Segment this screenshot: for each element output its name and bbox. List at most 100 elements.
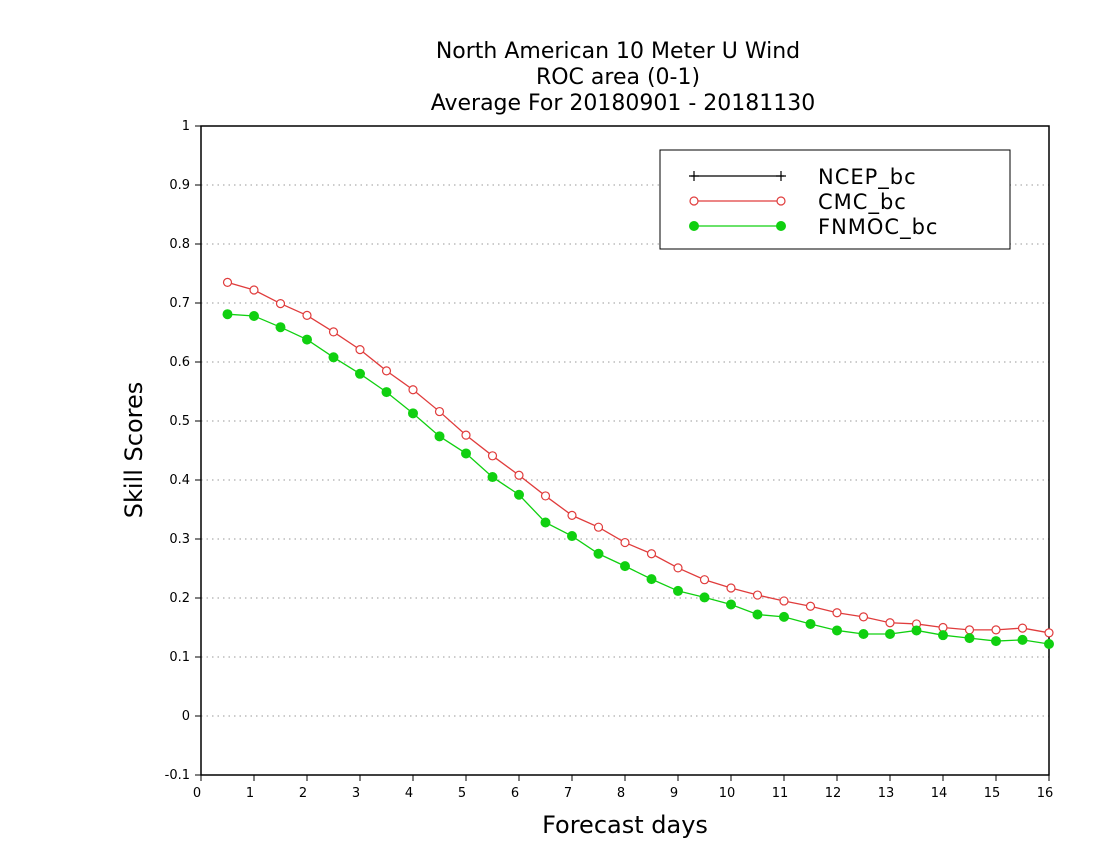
x-tick-label: 15: [984, 786, 1001, 801]
legend-entry-ncep-bc: NCEP_bc: [689, 165, 917, 190]
data-point: [434, 406, 445, 417]
data-point: [1017, 634, 1028, 645]
data-point: [991, 625, 1001, 635]
data-point: [1017, 623, 1028, 633]
gridlines: [201, 184, 1049, 717]
chart-title-line-1: North American 10 Meter U Wind: [436, 39, 800, 64]
y-tick-label: 0: [182, 709, 190, 724]
data-point: [673, 585, 683, 596]
data-point: [832, 608, 842, 618]
data-point: [567, 531, 577, 542]
data-point: [832, 625, 842, 636]
data-point: [381, 387, 392, 398]
x-tick-label: 9: [670, 786, 678, 801]
y-tick-label: 0.1: [169, 650, 190, 665]
y-tick-label: 0.3: [169, 532, 190, 547]
data-point: [699, 592, 710, 603]
data-point: [514, 489, 524, 500]
data-point: [1044, 639, 1054, 650]
data-point: [461, 430, 471, 440]
x-tick-label: 0: [193, 786, 201, 801]
data-point: [858, 628, 869, 639]
x-tick-label: 2: [299, 786, 307, 801]
data-point: [434, 431, 445, 442]
data-point: [593, 522, 604, 532]
legend-marker: [776, 171, 786, 181]
x-tick-label: 16: [1037, 786, 1054, 801]
y-tick-labels: -0.1 0 0.1 0.2 0.3 0.4 0.5 0.6 0.7 0.8 0.9 1: [165, 119, 190, 783]
data-point: [779, 596, 789, 606]
data-point: [461, 448, 471, 459]
data-point: [302, 310, 312, 320]
data-point: [302, 334, 312, 345]
x-axis-label: Forecast days: [542, 811, 708, 839]
x-tick-label: 10: [719, 786, 736, 801]
legend-box: [659, 149, 1011, 250]
data-point: [381, 366, 392, 376]
data-point: [249, 285, 259, 295]
data-point: [646, 549, 657, 559]
data-point: [540, 517, 551, 528]
data-point: [408, 408, 418, 419]
x-tick-label: 8: [617, 786, 625, 801]
data-point: [699, 575, 710, 585]
y-tick-label: 0.8: [169, 237, 190, 252]
data-point: [991, 636, 1001, 647]
data-point: [275, 322, 286, 333]
data-point: [858, 612, 869, 622]
y-tick-label: 1: [182, 119, 190, 134]
data-point: [779, 611, 789, 622]
data-point: [355, 368, 365, 379]
data-point: [726, 599, 736, 610]
data-point: [620, 561, 630, 572]
data-point: [620, 537, 630, 548]
x-tick-label: 7: [564, 786, 572, 801]
data-point: [964, 633, 975, 644]
data-point: [911, 625, 922, 636]
y-tick-label: 0.4: [169, 473, 190, 488]
legend-marker: [776, 221, 786, 231]
data-point: [328, 352, 339, 363]
x-tick-label: 6: [511, 786, 519, 801]
data-point: [1044, 628, 1054, 638]
data-point: [805, 618, 816, 629]
x-tick-label: 11: [772, 786, 789, 801]
legend-label: NCEP_bc: [818, 165, 917, 190]
series-line: [227, 313, 1050, 645]
series-fnmoc-bc: [222, 309, 1054, 650]
data-point: [964, 625, 975, 635]
legend-marker: [689, 221, 699, 231]
data-point: [805, 601, 816, 611]
chart-title: North American 10 Meter U Wind ROC area …: [431, 39, 816, 116]
legend-marker: [776, 196, 786, 206]
legend-label: CMC_bc: [818, 190, 907, 215]
y-tick-label: 0.7: [169, 296, 190, 311]
data-point: [885, 618, 895, 628]
legend-entry-fnmoc-bc: FNMOC_bc: [689, 215, 937, 240]
data-point: [726, 583, 736, 593]
chart-title-line-2: ROC area (0-1): [536, 65, 700, 90]
data-point: [885, 628, 895, 639]
y-tick-label: 0.6: [169, 355, 190, 370]
data-point: [593, 548, 604, 559]
series-line: [227, 281, 1050, 634]
x-tick-label: 14: [931, 786, 948, 801]
data-point: [222, 309, 233, 320]
x-tick-label: 1: [246, 786, 254, 801]
series-lines: [222, 277, 1054, 650]
data-point: [222, 277, 233, 287]
legend-entry-cmc-bc: CMC_bc: [689, 190, 907, 215]
data-point: [487, 451, 498, 461]
y-tick-label: 0.5: [169, 414, 190, 429]
x-tick-label: 5: [458, 786, 466, 801]
data-point: [408, 385, 418, 395]
y-tick-label: -0.1: [165, 768, 190, 783]
data-point: [673, 563, 683, 573]
y-tick-label: 0.9: [169, 178, 190, 193]
chart-title-line-3: Average For 20180901 - 20181130: [431, 91, 816, 116]
x-tick-label: 3: [352, 786, 360, 801]
y-tick-label: 0.2: [169, 591, 190, 606]
legend-marker: [689, 196, 699, 206]
